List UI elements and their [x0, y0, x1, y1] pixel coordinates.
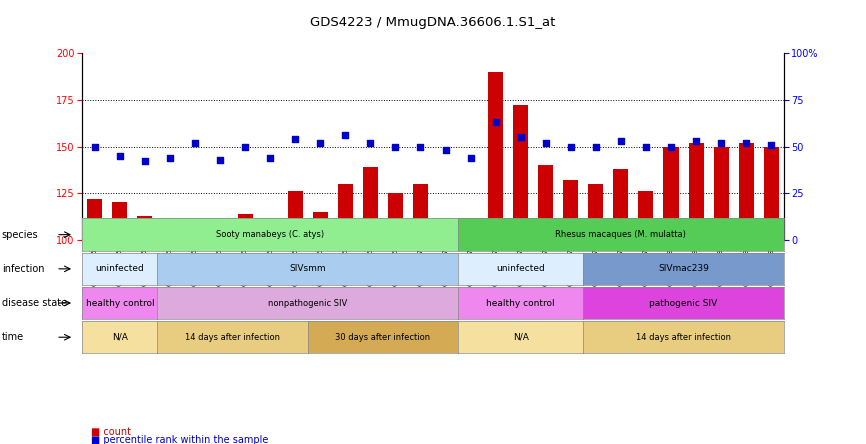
Text: 14 days after infection: 14 days after infection — [636, 333, 731, 342]
Point — [714, 139, 728, 147]
Point — [589, 143, 603, 150]
Bar — [237, 214, 253, 240]
Bar — [538, 165, 553, 240]
Point — [664, 143, 678, 150]
Bar — [338, 184, 352, 240]
Text: species: species — [2, 230, 38, 240]
Bar — [438, 219, 453, 240]
Bar — [163, 221, 178, 240]
Bar — [113, 202, 127, 240]
Bar — [262, 236, 278, 240]
Text: time: time — [2, 332, 24, 342]
Bar — [688, 143, 703, 240]
Bar — [313, 212, 327, 240]
Bar — [739, 143, 753, 240]
Text: 30 days after infection: 30 days after infection — [335, 333, 430, 342]
Text: SIVmac239: SIVmac239 — [658, 264, 709, 274]
Point — [364, 139, 378, 147]
Point — [87, 143, 101, 150]
Point — [514, 134, 527, 141]
Bar — [638, 191, 654, 240]
Bar — [563, 180, 578, 240]
Point — [138, 158, 152, 165]
Text: N/A: N/A — [513, 333, 528, 342]
Point — [213, 156, 227, 163]
Point — [339, 132, 352, 139]
Bar — [588, 184, 604, 240]
Text: healthy control: healthy control — [86, 298, 154, 308]
Bar — [363, 167, 378, 240]
Bar — [613, 169, 629, 240]
Point — [188, 139, 202, 147]
Bar — [187, 223, 203, 240]
Point — [564, 143, 578, 150]
Point — [313, 139, 327, 147]
Point — [263, 154, 277, 161]
Text: pathogenic SIV: pathogenic SIV — [650, 298, 718, 308]
Bar — [663, 147, 679, 240]
Point — [414, 143, 428, 150]
Point — [163, 154, 177, 161]
Bar — [463, 234, 478, 240]
Text: SIVsmm: SIVsmm — [289, 264, 326, 274]
Point — [689, 137, 703, 144]
Text: nonpathogenic SIV: nonpathogenic SIV — [268, 298, 347, 308]
Text: healthy control: healthy control — [487, 298, 555, 308]
Bar — [138, 215, 152, 240]
Bar — [212, 230, 228, 240]
Point — [238, 143, 252, 150]
Text: Rhesus macaques (M. mulatta): Rhesus macaques (M. mulatta) — [555, 230, 687, 239]
Point — [740, 139, 753, 147]
Text: ■ percentile rank within the sample: ■ percentile rank within the sample — [91, 435, 268, 444]
Text: N/A: N/A — [112, 333, 128, 342]
Bar — [714, 147, 728, 240]
Text: Sooty manabeys (C. atys): Sooty manabeys (C. atys) — [216, 230, 324, 239]
Bar — [288, 191, 303, 240]
Bar — [488, 72, 503, 240]
Point — [539, 139, 553, 147]
Point — [438, 147, 452, 154]
Text: uninfected: uninfected — [496, 264, 545, 274]
Bar — [413, 184, 428, 240]
Point — [488, 119, 502, 126]
Point — [765, 141, 779, 148]
Text: infection: infection — [2, 264, 44, 274]
Text: disease state: disease state — [2, 298, 67, 308]
Bar — [388, 193, 403, 240]
Bar — [87, 199, 102, 240]
Text: GDS4223 / MmugDNA.36606.1.S1_at: GDS4223 / MmugDNA.36606.1.S1_at — [310, 16, 556, 28]
Point — [389, 143, 403, 150]
Point — [463, 154, 477, 161]
Text: ■ count: ■ count — [91, 427, 131, 436]
Bar — [514, 106, 528, 240]
Point — [113, 152, 126, 159]
Point — [288, 135, 302, 143]
Text: 14 days after infection: 14 days after infection — [185, 333, 280, 342]
Bar — [764, 147, 779, 240]
Point — [639, 143, 653, 150]
Point — [614, 137, 628, 144]
Text: uninfected: uninfected — [95, 264, 145, 274]
